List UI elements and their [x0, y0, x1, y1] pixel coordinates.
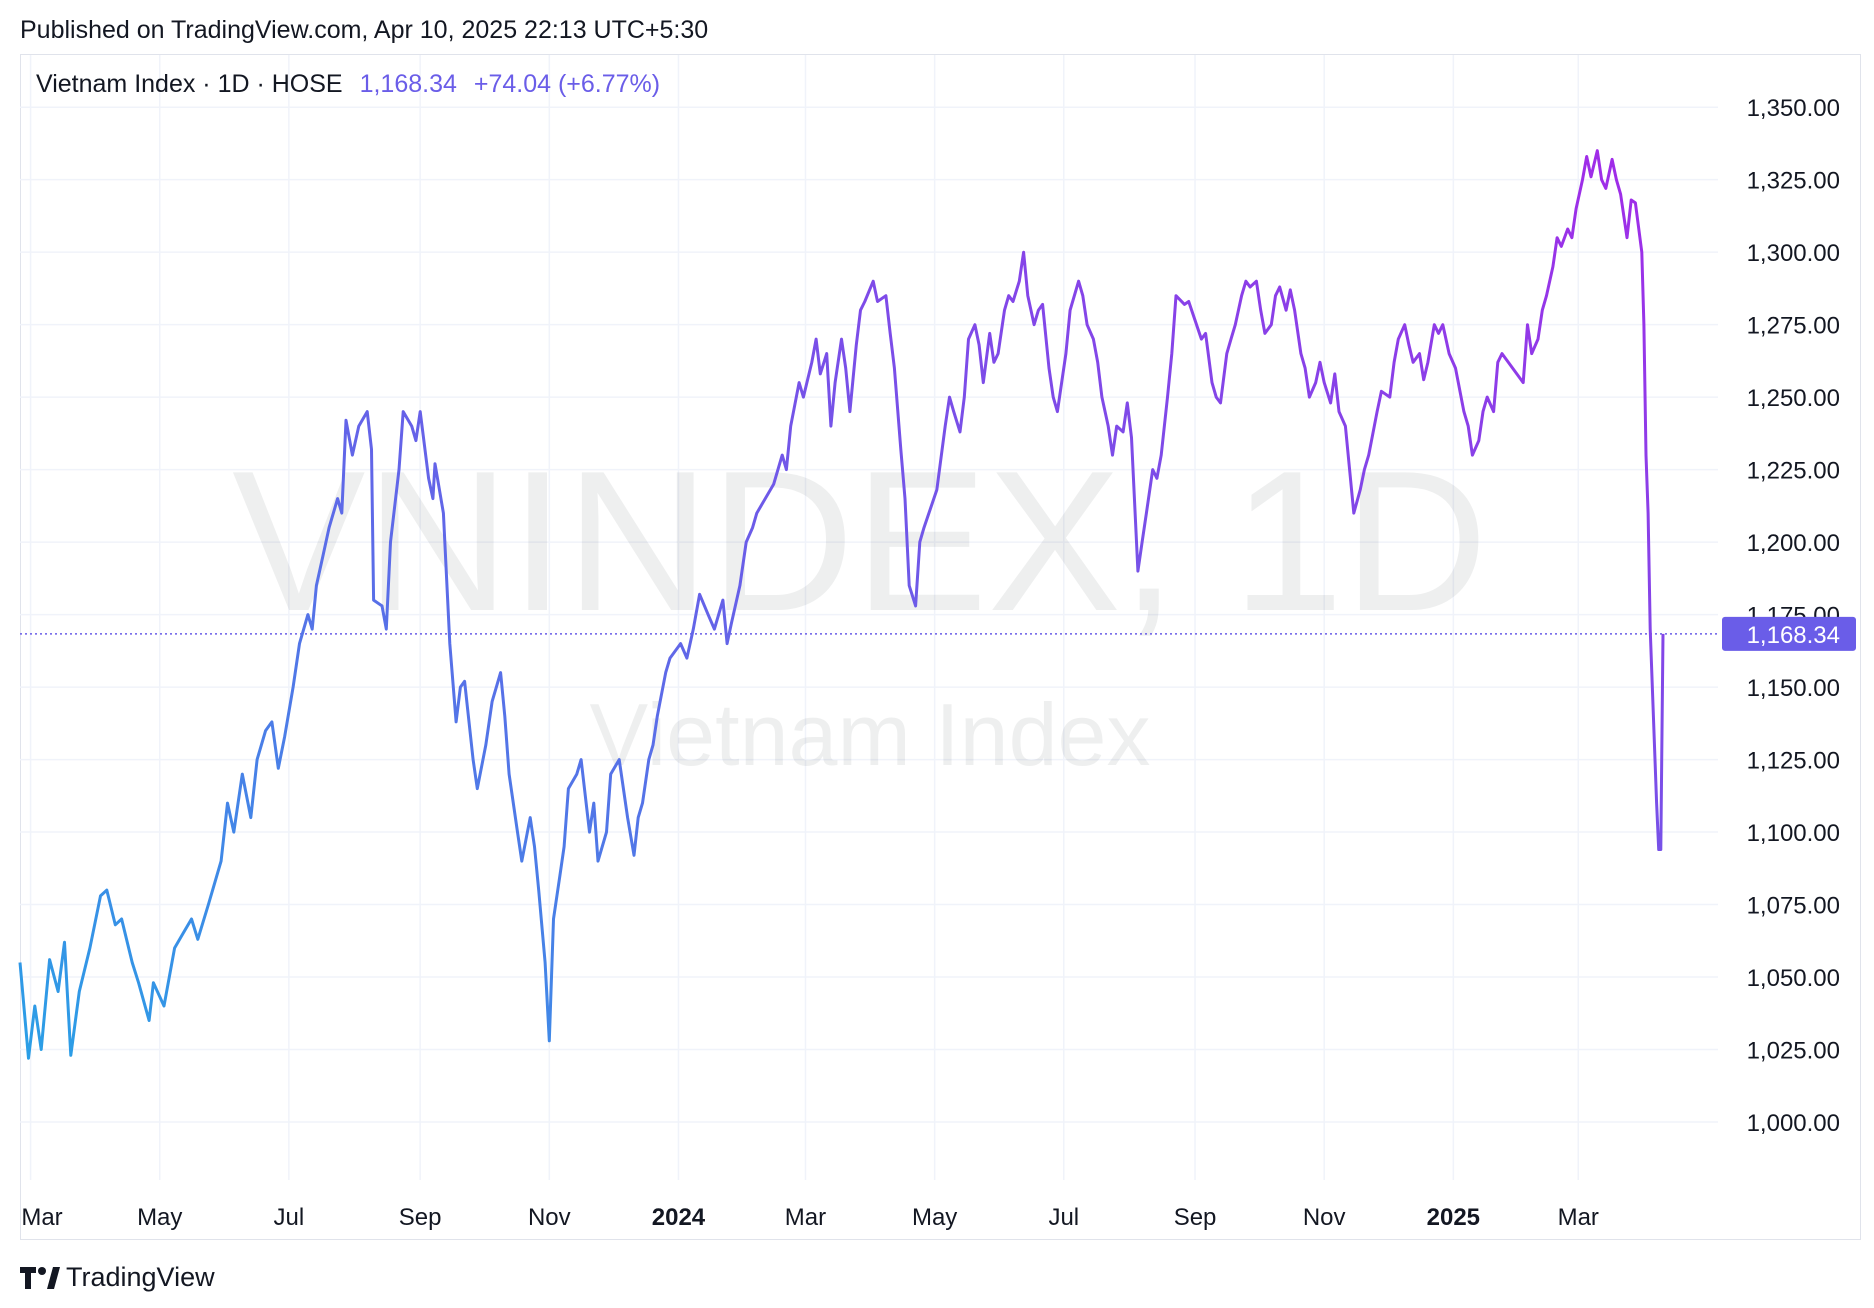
y-tick-label: 1,000.00: [1747, 1110, 1840, 1137]
x-tick-label: Jul: [1048, 1204, 1079, 1231]
legend-change: +74.04 (+6.77%): [473, 70, 661, 98]
x-tick-label: Mar: [785, 1204, 826, 1231]
published-caption: Published on TradingView.com, Apr 10, 20…: [20, 16, 709, 44]
watermark: VNINDEX, 1D Vietnam Index: [232, 430, 1488, 784]
tradingview-logo[interactable]: TradingView: [20, 1262, 215, 1293]
x-tick-label: Mar: [1558, 1204, 1599, 1231]
tradingview-logo-icon: [20, 1266, 60, 1289]
y-tick-label: 1,325.00: [1747, 168, 1840, 195]
price-chart[interactable]: VNINDEX, 1D Vietnam Index 1,000.00 1,025.…: [0, 0, 1874, 1240]
x-tick-label: Nov: [528, 1204, 571, 1231]
tradingview-brand: TradingView: [66, 1262, 215, 1292]
last-price-label-text: 1,168.34: [1747, 622, 1840, 649]
x-tick-label: May: [912, 1204, 957, 1231]
y-tick-label: 1,050.00: [1747, 965, 1840, 992]
x-tick-label: Nov: [1303, 1204, 1346, 1231]
x-tick-label: Sep: [399, 1204, 442, 1231]
y-tick-label: 1,075.00: [1747, 893, 1840, 920]
y-tick-label: 1,275.00: [1747, 313, 1840, 340]
y-tick-label: 1,150.00: [1747, 675, 1840, 702]
y-tick-label: 1,225.00: [1747, 458, 1840, 485]
x-tick-label: 2025: [1427, 1204, 1480, 1231]
x-tick-label: Sep: [1174, 1204, 1217, 1231]
x-tick-label: Jul: [274, 1204, 305, 1231]
x-axis[interactable]: Mar May Jul Sep Nov 2024 Mar May Jul Sep Nov 2025 Ma…: [21, 1204, 1599, 1231]
y-tick-label: 1,125.00: [1747, 748, 1840, 775]
price-series-line[interactable]: [18, 149, 1665, 1060]
grid-layer: [20, 55, 1718, 1180]
x-tick-label: May: [137, 1204, 182, 1231]
y-tick-label: 1,250.00: [1747, 385, 1840, 412]
y-tick-label: 1,200.00: [1747, 530, 1840, 557]
watermark-ticker: VNINDEX, 1D: [232, 430, 1488, 653]
x-tick-label: Mar: [21, 1204, 62, 1231]
y-tick-label: 1,025.00: [1747, 1038, 1840, 1065]
x-tick-label: 2024: [652, 1204, 706, 1231]
y-axis[interactable]: 1,000.00 1,025.00 1,050.00 1,075.00 1,100.00…: [1747, 95, 1840, 1137]
y-tick-label: 1,100.00: [1747, 820, 1840, 847]
chart-legend: Vietnam Index · 1D · HOSE 1,168.34 +74.0…: [36, 70, 660, 99]
chart-frame: [20, 54, 1861, 1240]
legend-symbol: Vietnam Index · 1D · HOSE: [36, 70, 343, 98]
legend-price: 1,168.34: [359, 70, 457, 98]
y-tick-label: 1,350.00: [1747, 95, 1840, 122]
y-tick-label: 1,300.00: [1747, 240, 1840, 267]
watermark-name: Vietnam Index: [590, 685, 1151, 784]
last-price-label-bg: [1722, 616, 1856, 651]
last-price-label: 1,168.34: [1722, 616, 1856, 651]
